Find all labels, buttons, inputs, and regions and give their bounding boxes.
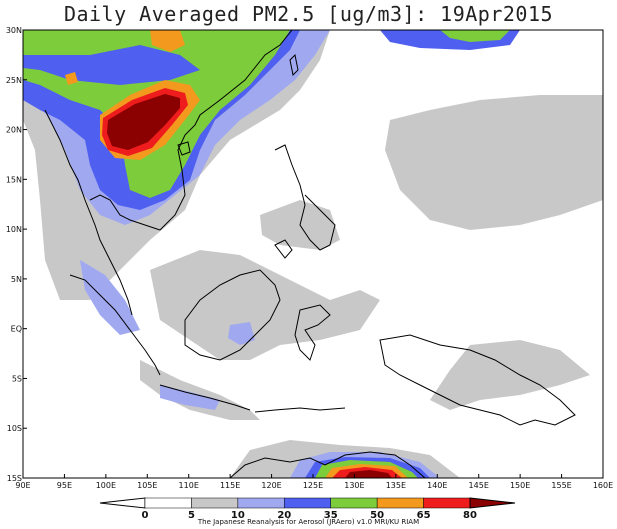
colorbar-low-arrow	[99, 497, 146, 509]
lon-tick-label: 155E	[551, 481, 571, 490]
colorbar-level-label: 20	[277, 510, 291, 521]
coast-lesser-sunda	[254, 407, 346, 413]
lat-tick-label: 5S	[12, 374, 22, 383]
contour-lightblue-borneo	[228, 322, 255, 345]
colorbar-segment	[423, 497, 471, 509]
pm25-contours	[23, 30, 603, 478]
colorbar-level-label: 50	[370, 510, 384, 521]
lat-tick-label: 5N	[11, 275, 22, 284]
contour-green-ne	[440, 30, 510, 42]
contour-orange-north	[150, 30, 185, 52]
lat-tick-label: 15S	[7, 474, 22, 483]
colorbar-level-label: 0	[142, 510, 149, 521]
data-source-footer: The Japanese Reanalysis for Aerosol (JRA…	[197, 518, 420, 526]
coast-mainland	[44, 30, 293, 316]
lon-tick-label: 115E	[220, 481, 240, 490]
colorbar-level-label: 80	[463, 510, 477, 521]
contour-gray-central	[150, 250, 380, 360]
map-title: Daily Averaged PM2.5 [ug/m3]: 19Apr2015	[63, 2, 554, 26]
lon-tick-label: 160E	[593, 481, 613, 490]
colorbar-segment	[330, 497, 378, 509]
contour-darkred-south	[345, 470, 392, 478]
coast-australia	[229, 451, 426, 478]
coastlines	[44, 30, 576, 478]
contour-gray-east	[385, 95, 603, 230]
lat-tick-label: 30N	[6, 26, 22, 35]
coast-sumatra	[69, 274, 161, 376]
lon-tick-label: 105E	[137, 481, 157, 490]
contour-orange-small	[65, 72, 78, 85]
lon-tick-label: 130E	[344, 481, 364, 490]
lon-tick-label: 100E	[96, 481, 116, 490]
coast-sulawesi	[294, 304, 331, 361]
longitude-axis: 90E 95E 100E 105E 110E 115E 120E 125E 130E 135E 14…	[15, 474, 613, 490]
colorbar-level-label: 10	[231, 510, 245, 521]
lat-tick-label: 25N	[6, 76, 22, 85]
coast-borneo	[184, 269, 281, 361]
colorbar-segment	[144, 497, 192, 509]
lon-tick-label: 135E	[386, 481, 406, 490]
contour-gray-newguinea	[430, 340, 590, 410]
colorbar-level-label: 65	[417, 510, 431, 521]
lat-tick-label: 15N	[6, 175, 22, 184]
lat-tick-label: 20N	[6, 126, 22, 135]
coast-philippines	[274, 144, 336, 259]
contour-lightblue-java	[160, 385, 220, 410]
contour-lightblue-malaya	[80, 260, 140, 335]
colorbar-high-arrow	[469, 497, 516, 509]
lat-tick-label: 10N	[6, 225, 22, 234]
colorbar-level-label: 35	[324, 510, 338, 521]
colorbar: 0 5 10 20 35 50 65 80	[99, 497, 516, 521]
colorbar-level-label: 5	[188, 510, 195, 521]
coast-taiwan	[289, 53, 299, 77]
contour-darkred-core	[107, 94, 180, 150]
colorbar-segment	[191, 497, 239, 509]
coast-hainan	[177, 141, 191, 156]
lon-tick-label: 120E	[261, 481, 281, 490]
lon-tick-label: 90E	[15, 481, 30, 490]
colorbar-segment	[284, 497, 331, 509]
lon-tick-label: 125E	[303, 481, 323, 490]
lon-tick-label: 145E	[469, 481, 489, 490]
coast-java	[159, 384, 251, 411]
latitude-axis: 30N 25N 20N 15N 10N 5N EQ 5S 10S 15S	[6, 26, 27, 483]
lon-tick-label: 150E	[510, 481, 530, 490]
contour-gray-java	[140, 360, 260, 420]
lon-tick-label: 110E	[179, 481, 199, 490]
coast-newguinea	[379, 334, 576, 426]
lon-tick-label: 140E	[427, 481, 447, 490]
lat-tick-label: 10S	[7, 424, 22, 433]
lon-tick-label: 95E	[57, 481, 72, 490]
lat-tick-label: EQ	[11, 325, 22, 334]
colorbar-segment	[237, 497, 285, 509]
colorbar-segment	[376, 497, 424, 509]
